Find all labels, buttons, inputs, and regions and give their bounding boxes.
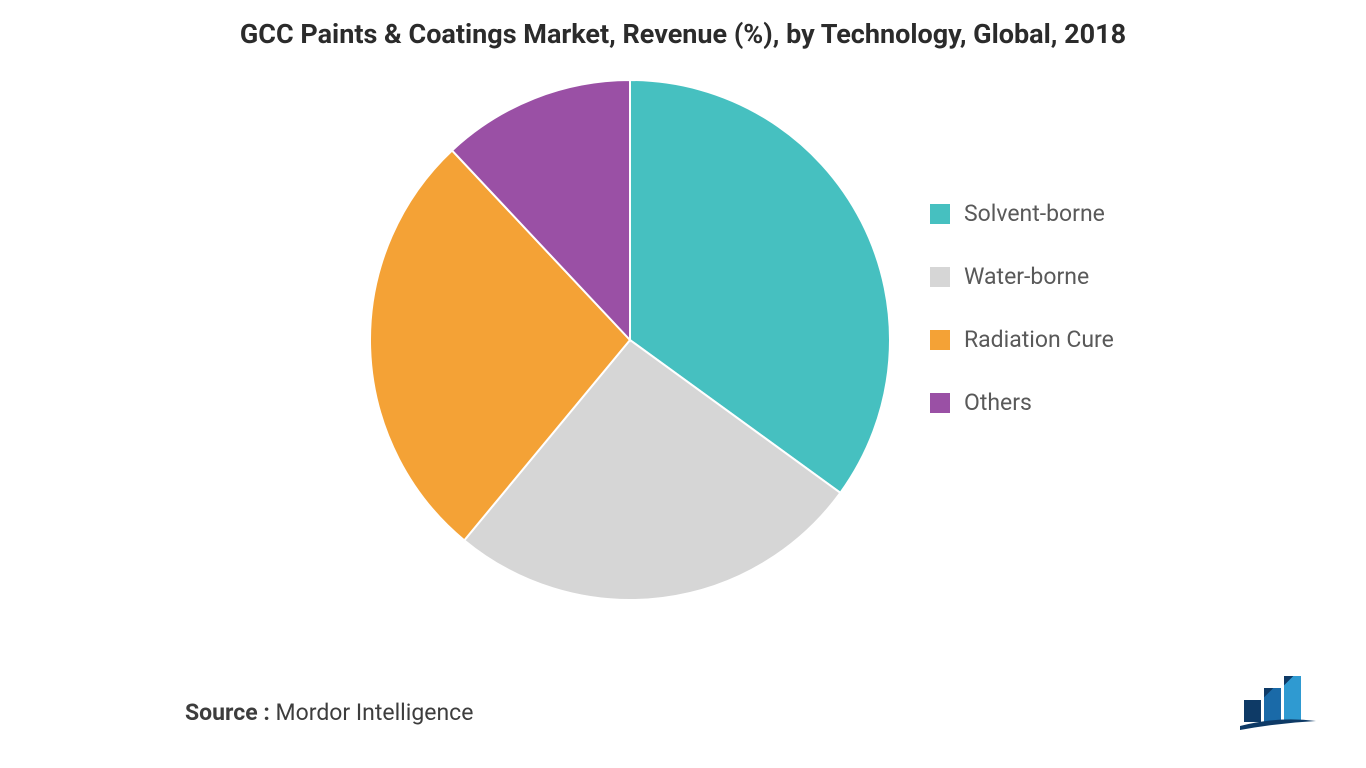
source-prefix: Source :: [185, 699, 270, 726]
legend-swatch: [930, 204, 950, 224]
legend-label: Solvent-borne: [964, 200, 1105, 227]
legend-swatch: [930, 267, 950, 287]
source-attribution: Source : Mordor Intelligence: [185, 699, 473, 726]
legend-label: Water-borne: [964, 263, 1089, 290]
legend-item-radiation-cure: Radiation Cure: [930, 326, 1114, 353]
source-text: Mordor Intelligence: [270, 699, 474, 726]
legend-item-others: Others: [930, 389, 1114, 416]
legend-item-solvent-borne: Solvent-borne: [930, 200, 1114, 227]
legend-item-water-borne: Water-borne: [930, 263, 1114, 290]
legend: Solvent-borne Water-borne Radiation Cure…: [930, 200, 1114, 416]
pie-chart: [370, 80, 890, 604]
chart-title: GCC Paints & Coatings Market, Revenue (%…: [0, 0, 1366, 60]
brand-logo: [1234, 670, 1324, 734]
chart-area: Solvent-borne Water-borne Radiation Cure…: [0, 60, 1366, 680]
legend-swatch: [930, 393, 950, 413]
legend-label: Radiation Cure: [964, 326, 1114, 353]
legend-swatch: [930, 330, 950, 350]
legend-label: Others: [964, 389, 1032, 416]
